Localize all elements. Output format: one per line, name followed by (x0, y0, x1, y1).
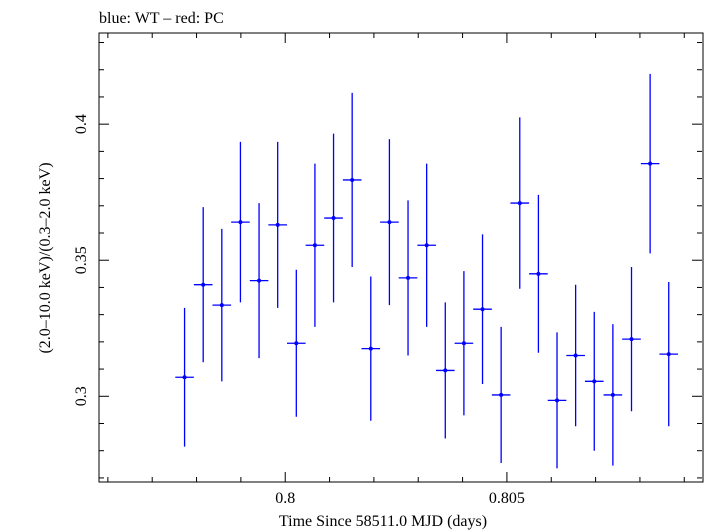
data-point (610, 392, 615, 397)
series-wt (175, 73, 679, 469)
data-point (666, 352, 671, 357)
data-point (257, 278, 262, 283)
data-point (629, 337, 634, 342)
y-tick-label: 0.4 (73, 114, 90, 134)
y-tick-label: 0.35 (73, 246, 90, 274)
tick-labels: 0.8 0.805 0.3 0.35 0.4 (73, 114, 525, 507)
data-point (331, 216, 336, 221)
data-point (573, 353, 578, 358)
x-tick-label: 0.8 (275, 490, 295, 507)
y-axis-label: (2.0–10.0 keV)/(0.3–2.0 keV) (37, 162, 54, 353)
axis-ticks (99, 33, 702, 482)
data-point (536, 271, 541, 276)
x-axis-label: Time Since 58511.0 MJD (days) (279, 513, 487, 530)
data-point (182, 375, 187, 380)
plot-frame (98, 32, 704, 483)
data-point (443, 368, 448, 373)
data-point (275, 222, 280, 227)
data-point (517, 201, 522, 206)
data-point (424, 243, 429, 248)
chart-title: blue: WT – red: PC (99, 10, 224, 27)
y-tick-label: 0.3 (73, 386, 90, 406)
data-point (461, 341, 466, 346)
data-point (219, 303, 224, 308)
data-point (592, 379, 597, 384)
data-point (648, 161, 653, 166)
data-point (499, 392, 504, 397)
data-point (294, 341, 299, 346)
data-point (201, 282, 206, 287)
data-point (368, 346, 373, 351)
data-point (350, 177, 355, 182)
data-point (555, 398, 560, 403)
data-point (312, 243, 317, 248)
data-point (480, 307, 485, 312)
data-point (238, 220, 243, 225)
data-point (387, 220, 392, 225)
data-marks (175, 73, 679, 469)
x-tick-label: 0.805 (489, 490, 525, 507)
data-point (406, 275, 411, 280)
